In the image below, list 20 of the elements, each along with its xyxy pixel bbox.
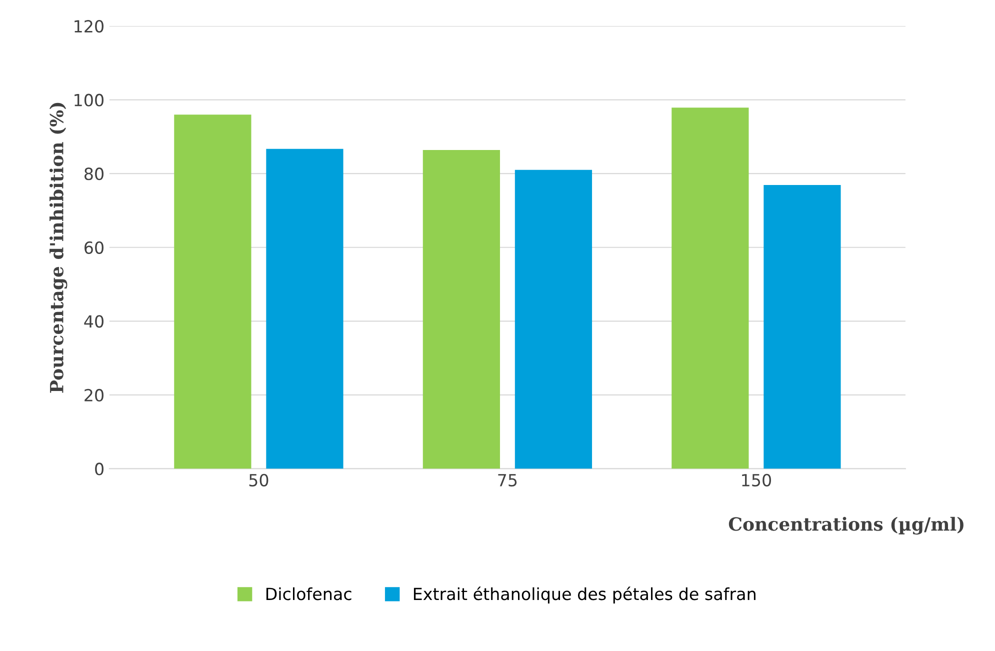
legend-label: Extrait éthanolique des pétales de safran [414,586,756,604]
x-tick-label: 75 [498,474,517,486]
x-axis-title: Concentrations (µg/ml) [728,516,964,535]
y-tick-label: 40 [84,315,104,328]
y-tick-label: 100 [74,94,104,106]
bar [514,170,592,469]
bar [764,185,841,469]
y-axis-title: Pourcentage d'inhibition (%) [49,102,68,393]
x-tick-label: 150 [742,474,771,486]
bar [266,148,344,469]
bar [422,150,500,469]
y-tick-label: 80 [84,168,104,180]
x-tick-label: 50 [249,474,268,486]
bar [174,114,252,469]
legend-label: Diclofenac [266,587,352,600]
y-tick-label: 0 [95,462,104,476]
y-tick-label: 20 [84,388,104,402]
bar [672,108,749,469]
y-tick-label: 60 [84,241,104,254]
y-tick-label: 120 [74,20,104,33]
